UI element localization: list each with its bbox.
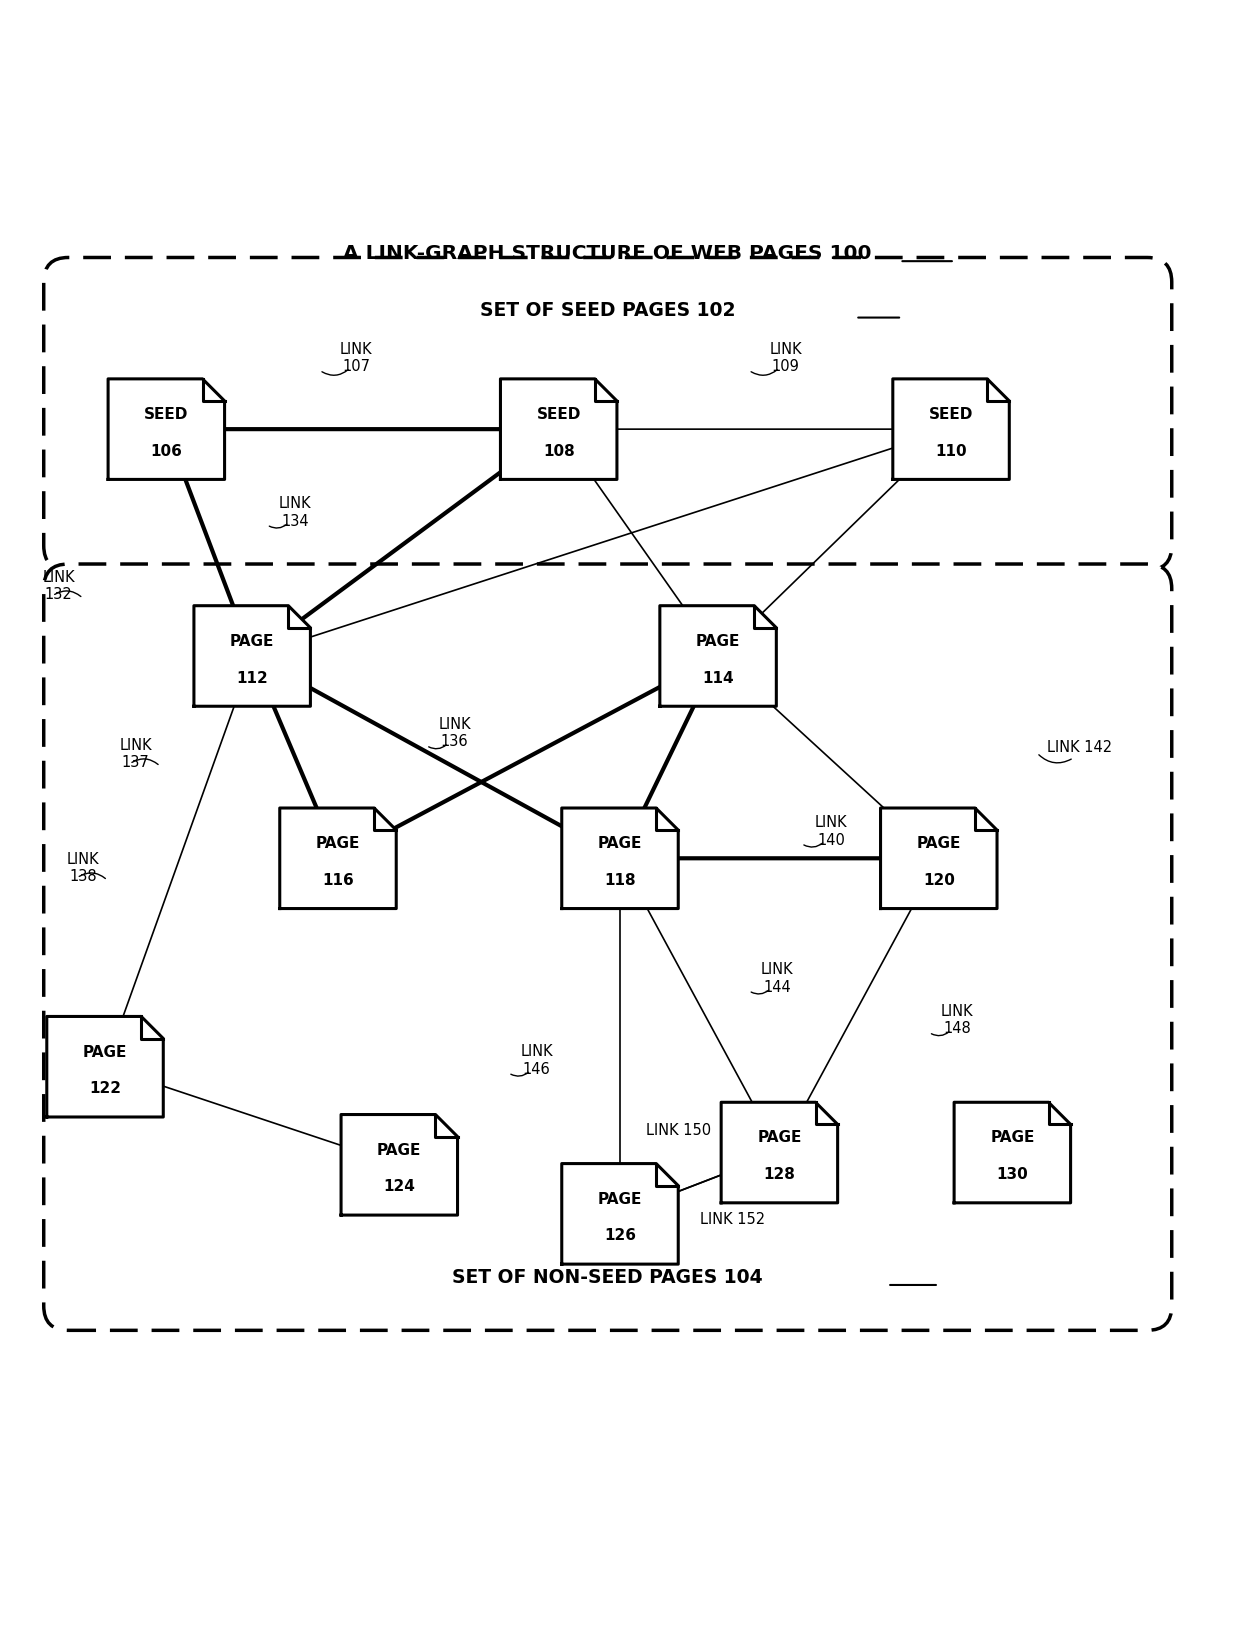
Text: PAGE: PAGE <box>598 1191 642 1206</box>
Text: PAGE: PAGE <box>758 1130 801 1145</box>
FancyBboxPatch shape <box>43 564 1172 1331</box>
Text: LINK
146: LINK 146 <box>521 1045 553 1076</box>
Text: LINK
107: LINK 107 <box>340 342 373 375</box>
Text: LINK
136: LINK 136 <box>438 716 471 749</box>
Text: PAGE: PAGE <box>316 836 360 851</box>
Polygon shape <box>47 1017 164 1117</box>
Text: 128: 128 <box>764 1167 795 1181</box>
Polygon shape <box>280 808 397 909</box>
Text: 108: 108 <box>543 444 574 458</box>
Text: SEED: SEED <box>144 407 188 422</box>
Text: PAGE: PAGE <box>377 1142 422 1158</box>
Text: PAGE: PAGE <box>696 634 740 649</box>
Text: LINK
132: LINK 132 <box>42 570 74 603</box>
FancyBboxPatch shape <box>43 258 1172 570</box>
Text: LINK
140: LINK 140 <box>815 815 847 848</box>
Text: SEED: SEED <box>537 407 580 422</box>
Text: PAGE: PAGE <box>991 1130 1034 1145</box>
Polygon shape <box>108 380 224 480</box>
Text: SET OF SEED PAGES 102: SET OF SEED PAGES 102 <box>480 301 735 320</box>
Polygon shape <box>660 606 776 706</box>
Text: PAGE: PAGE <box>229 634 274 649</box>
Text: LINK
148: LINK 148 <box>941 1004 973 1037</box>
Polygon shape <box>893 380 1009 480</box>
Text: SEED: SEED <box>929 407 973 422</box>
Text: 106: 106 <box>150 444 182 458</box>
Text: SET OF NON-SEED PAGES 104: SET OF NON-SEED PAGES 104 <box>453 1268 763 1286</box>
Text: LINK
138: LINK 138 <box>67 851 99 884</box>
Text: 130: 130 <box>997 1167 1028 1181</box>
Text: LINK
109: LINK 109 <box>769 342 802 375</box>
Text: LINK
137: LINK 137 <box>119 738 153 771</box>
Polygon shape <box>562 1163 678 1263</box>
Text: 120: 120 <box>923 872 955 887</box>
Text: 112: 112 <box>237 670 268 685</box>
Polygon shape <box>722 1102 838 1203</box>
Text: 126: 126 <box>604 1229 636 1244</box>
Polygon shape <box>341 1114 458 1216</box>
Text: 124: 124 <box>383 1180 415 1194</box>
Text: PAGE: PAGE <box>598 836 642 851</box>
Polygon shape <box>562 808 678 909</box>
Text: 122: 122 <box>89 1081 122 1096</box>
Text: LINK
134: LINK 134 <box>279 496 311 529</box>
Polygon shape <box>954 1102 1070 1203</box>
Text: 116: 116 <box>322 872 353 887</box>
Text: PAGE: PAGE <box>83 1045 128 1060</box>
Polygon shape <box>193 606 310 706</box>
Text: LINK
144: LINK 144 <box>760 963 794 994</box>
Text: LINK 152: LINK 152 <box>701 1213 765 1227</box>
Text: LINK 142: LINK 142 <box>1048 741 1112 756</box>
Text: 110: 110 <box>935 444 967 458</box>
Text: 118: 118 <box>604 872 636 887</box>
Text: A LINK-GRAPH STRUCTURE OF WEB PAGES 100: A LINK-GRAPH STRUCTURE OF WEB PAGES 100 <box>343 245 872 263</box>
Polygon shape <box>880 808 997 909</box>
Text: 114: 114 <box>702 670 734 685</box>
Polygon shape <box>501 380 618 480</box>
Text: LINK 150: LINK 150 <box>646 1122 712 1139</box>
Text: PAGE: PAGE <box>916 836 961 851</box>
